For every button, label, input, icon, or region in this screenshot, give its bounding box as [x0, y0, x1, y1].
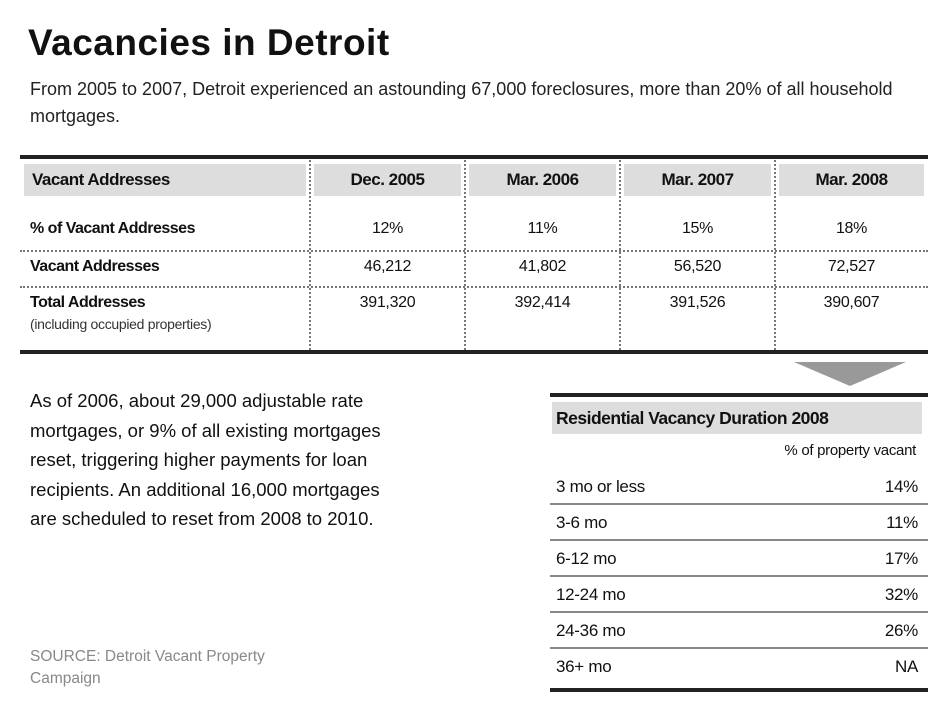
paragraph: As of 2006, about 29,000 adjustable rate… — [30, 390, 381, 529]
cell: 392,414 — [514, 294, 571, 311]
cell: 390,607 — [823, 294, 880, 311]
row-label: 3-6 mo — [556, 513, 608, 532]
row-value: 14% — [884, 477, 918, 496]
rule — [20, 350, 928, 354]
row-divider — [550, 539, 928, 541]
cell: 391,320 — [359, 294, 416, 311]
row-divider — [550, 575, 928, 577]
column-header: Mar. 2007 — [624, 164, 771, 196]
row-label: 3 mo or less — [556, 477, 645, 496]
row-label: Vacant Addresses — [30, 258, 160, 275]
title: Vacancies in Detroit — [28, 22, 390, 63]
column-header: Mar. 2008 — [779, 164, 924, 196]
row-label: 12-24 mo — [556, 585, 626, 604]
table-title: Residential Vacancy Duration 2008 — [552, 402, 922, 434]
column-header: % of property vacant — [784, 442, 916, 459]
column-header: Dec. 2005 — [314, 164, 461, 196]
rule — [550, 393, 928, 397]
row-label: % of Vacant Addresses — [30, 220, 195, 237]
cell: 46,212 — [363, 258, 412, 275]
row-divider — [20, 286, 928, 288]
cell: 15% — [681, 220, 714, 237]
row-value: 11% — [886, 513, 918, 532]
cell: 18% — [835, 220, 868, 237]
cell: 12% — [371, 220, 404, 237]
cell: 391,526 — [669, 294, 726, 311]
row-label: 36+ mo — [556, 657, 612, 676]
rule — [20, 155, 928, 159]
row-value: 26% — [884, 621, 918, 640]
row-value: 32% — [884, 585, 918, 604]
column-header: Vacant Addresses — [24, 164, 306, 196]
row-divider — [550, 647, 928, 649]
arrow — [794, 362, 906, 386]
cell: 56,520 — [673, 258, 722, 275]
column-divider — [774, 160, 776, 350]
column-divider — [464, 160, 466, 350]
row-divider — [550, 503, 928, 505]
row-value: NA — [894, 657, 918, 676]
column-header: Mar. 2006 — [469, 164, 616, 196]
row-value: 17% — [884, 549, 918, 568]
cell: 41,802 — [518, 258, 567, 275]
row-label: Total Addresses — [30, 294, 146, 311]
row-note: (including occupied properties) — [30, 316, 212, 332]
cell: 11% — [527, 220, 558, 237]
subtitle: From 2005 to 2007, Detroit experienced a… — [30, 79, 893, 126]
source: SOURCE: Detroit Vacant Property Campaign — [30, 648, 265, 687]
rule — [550, 688, 928, 692]
column-divider — [619, 160, 621, 350]
row-label: 6-12 mo — [556, 549, 617, 568]
column-divider — [309, 160, 311, 350]
row-divider — [20, 250, 928, 252]
row-divider — [550, 611, 928, 613]
cell: 72,527 — [827, 258, 876, 275]
row-label: 24-36 mo — [556, 621, 626, 640]
